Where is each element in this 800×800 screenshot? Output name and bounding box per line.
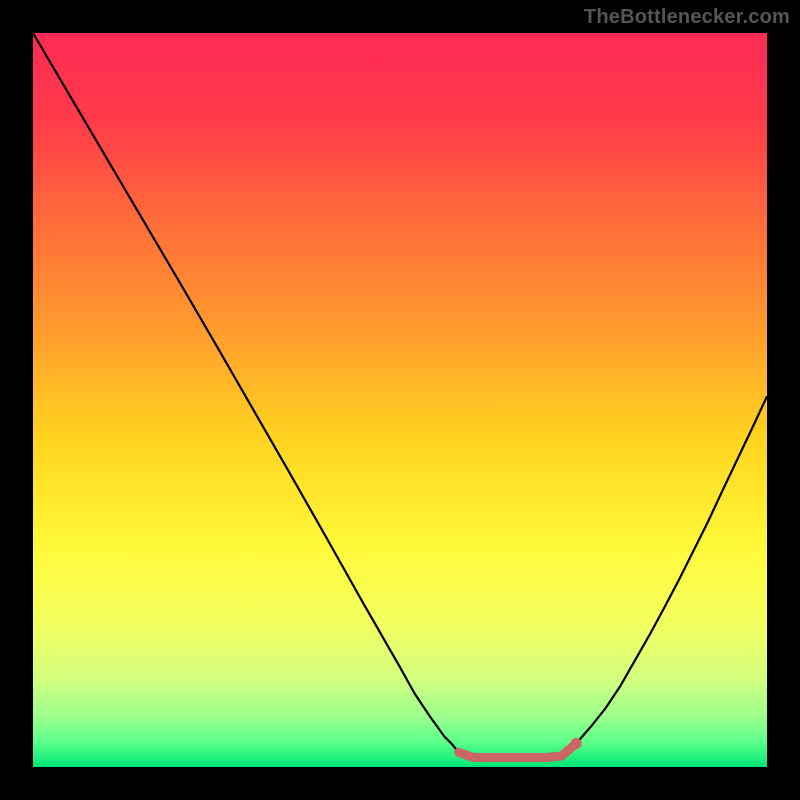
highlight-start-dot — [454, 748, 463, 757]
plot-area — [33, 33, 767, 767]
bottleneck-chart — [0, 0, 800, 800]
highlight-end-dot — [571, 738, 582, 749]
watermark-text: TheBottlenecker.com — [584, 6, 790, 29]
chart-container: TheBottlenecker.com — [0, 0, 800, 800]
